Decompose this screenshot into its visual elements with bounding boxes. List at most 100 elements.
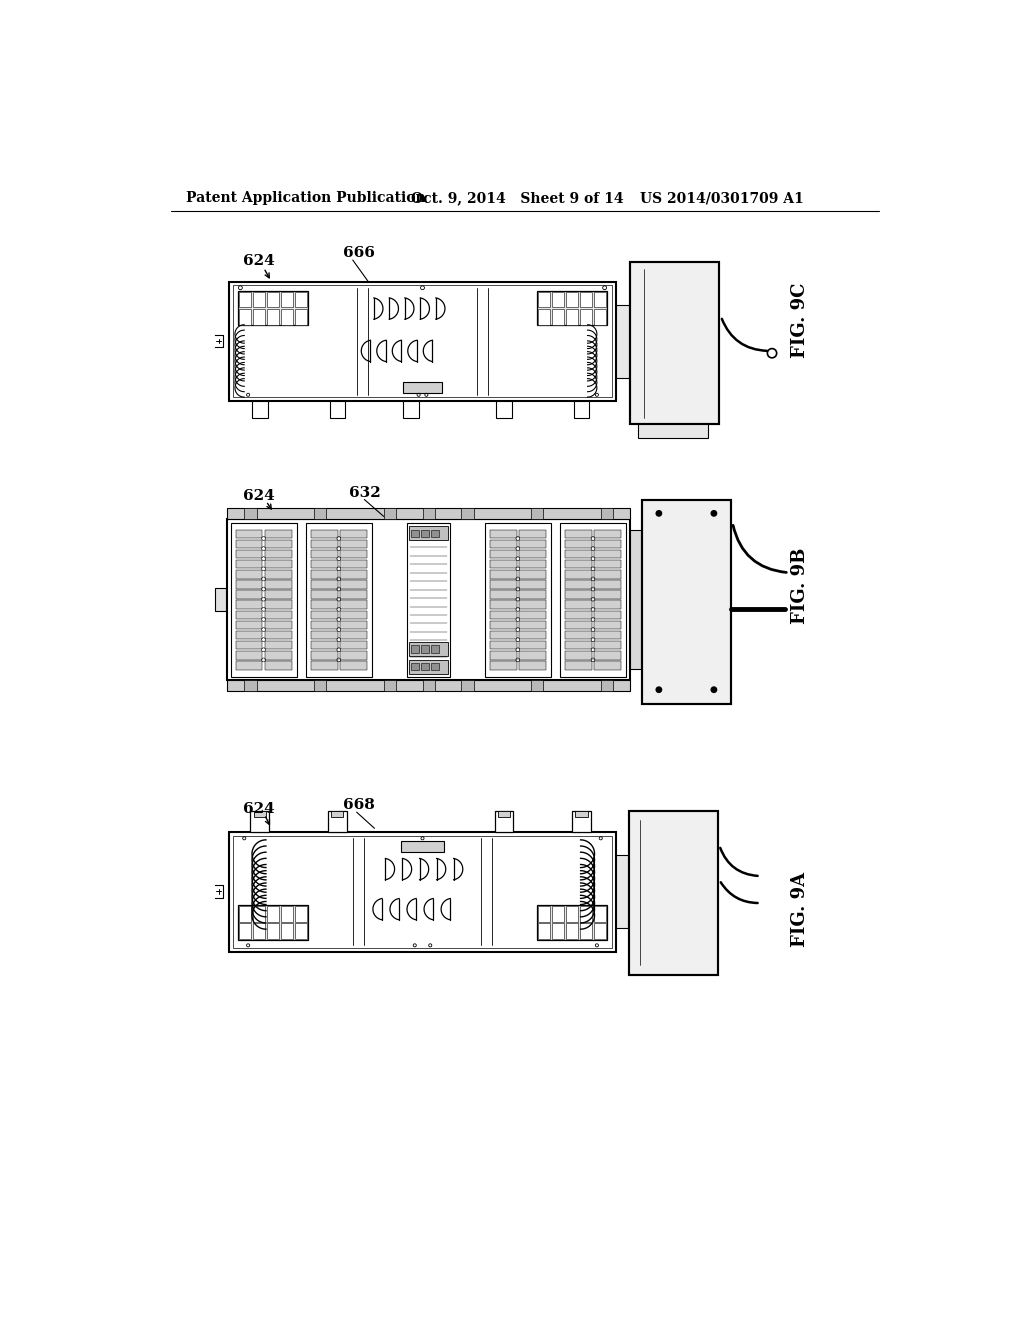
Circle shape bbox=[712, 686, 717, 693]
Bar bbox=[594, 631, 621, 639]
Bar bbox=[552, 924, 564, 940]
Bar bbox=[538, 906, 550, 921]
Bar bbox=[485, 523, 551, 677]
Bar bbox=[340, 651, 367, 660]
Bar bbox=[295, 292, 307, 308]
Bar bbox=[311, 570, 338, 578]
Bar bbox=[266, 924, 280, 940]
Bar bbox=[573, 401, 589, 418]
Bar bbox=[411, 529, 419, 537]
Bar bbox=[236, 610, 262, 619]
Bar bbox=[498, 810, 510, 817]
Bar bbox=[565, 601, 592, 609]
Bar bbox=[295, 906, 307, 921]
Bar bbox=[489, 642, 517, 649]
Text: FIG. 9A: FIG. 9A bbox=[791, 871, 809, 946]
Bar bbox=[311, 631, 338, 639]
Bar bbox=[489, 581, 517, 589]
Bar bbox=[421, 529, 429, 537]
Text: 624: 624 bbox=[243, 253, 274, 268]
Bar bbox=[531, 681, 544, 692]
Bar bbox=[489, 610, 517, 619]
Bar bbox=[552, 292, 564, 308]
Bar bbox=[565, 549, 592, 558]
Bar bbox=[572, 810, 591, 832]
Text: 632: 632 bbox=[349, 486, 381, 500]
Bar bbox=[594, 292, 606, 308]
Bar bbox=[266, 292, 280, 308]
Bar bbox=[236, 570, 262, 578]
Bar bbox=[489, 549, 517, 558]
Bar bbox=[265, 620, 292, 630]
Bar bbox=[495, 810, 513, 832]
Bar bbox=[340, 540, 367, 548]
Bar bbox=[265, 560, 292, 569]
Bar bbox=[340, 642, 367, 649]
Bar bbox=[519, 610, 546, 619]
Bar bbox=[565, 651, 592, 660]
Bar bbox=[328, 810, 346, 832]
Bar bbox=[265, 661, 292, 669]
Bar bbox=[403, 381, 442, 393]
Bar bbox=[236, 529, 262, 539]
Bar bbox=[340, 560, 367, 569]
Bar bbox=[410, 527, 449, 540]
Bar bbox=[236, 620, 262, 630]
Text: 666: 666 bbox=[343, 246, 376, 260]
Bar bbox=[231, 523, 297, 677]
Bar bbox=[565, 581, 592, 589]
Bar bbox=[519, 642, 546, 649]
Bar bbox=[340, 601, 367, 609]
Bar bbox=[629, 810, 718, 974]
Bar bbox=[519, 549, 546, 558]
Bar bbox=[236, 631, 262, 639]
Bar bbox=[340, 661, 367, 669]
Bar bbox=[629, 810, 718, 974]
Bar bbox=[265, 540, 292, 548]
Bar bbox=[461, 508, 474, 519]
Bar bbox=[519, 620, 546, 630]
Bar bbox=[461, 681, 474, 692]
Bar bbox=[642, 499, 731, 704]
Bar bbox=[340, 581, 367, 589]
Bar bbox=[266, 309, 280, 325]
Bar bbox=[616, 305, 630, 378]
Bar bbox=[594, 309, 606, 325]
Bar bbox=[594, 642, 621, 649]
Bar bbox=[566, 924, 579, 940]
Bar bbox=[239, 906, 251, 921]
Bar bbox=[265, 529, 292, 539]
Bar bbox=[232, 285, 612, 397]
Bar bbox=[330, 401, 345, 418]
Bar bbox=[239, 924, 251, 940]
Bar bbox=[236, 590, 262, 599]
Bar bbox=[228, 832, 616, 952]
Bar bbox=[281, 309, 293, 325]
Bar bbox=[340, 610, 367, 619]
Bar bbox=[565, 631, 592, 639]
Bar bbox=[594, 610, 621, 619]
Bar bbox=[431, 663, 438, 671]
Bar bbox=[565, 590, 592, 599]
Bar bbox=[253, 309, 265, 325]
Bar bbox=[642, 499, 731, 704]
Bar bbox=[227, 681, 630, 692]
Bar bbox=[340, 570, 367, 578]
Bar bbox=[489, 540, 517, 548]
Bar bbox=[411, 663, 419, 671]
Bar bbox=[311, 610, 338, 619]
Bar bbox=[519, 570, 546, 578]
Bar bbox=[227, 508, 630, 519]
Bar bbox=[340, 631, 367, 639]
Bar bbox=[384, 508, 396, 519]
Bar bbox=[580, 292, 592, 308]
Bar bbox=[238, 906, 308, 940]
Bar bbox=[253, 906, 265, 921]
Bar bbox=[340, 529, 367, 539]
Bar bbox=[331, 810, 343, 817]
Bar bbox=[281, 292, 293, 308]
Text: 668: 668 bbox=[343, 799, 376, 812]
Bar bbox=[410, 642, 449, 656]
Bar bbox=[340, 590, 367, 599]
Bar bbox=[566, 292, 579, 308]
